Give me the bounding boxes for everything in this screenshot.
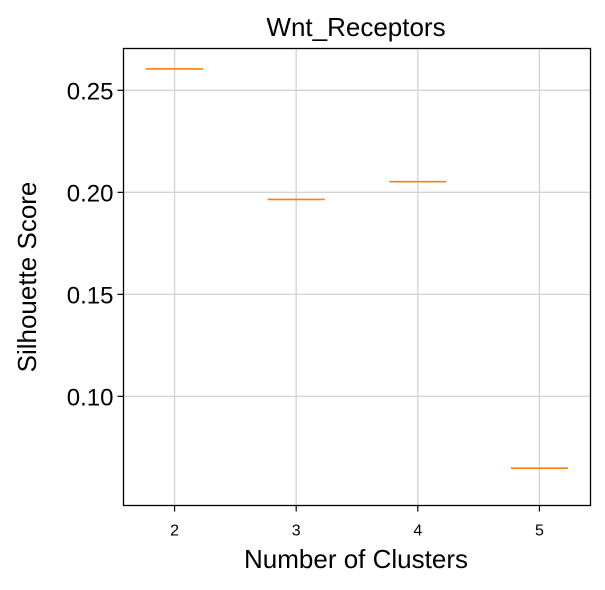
x-tick-label: 3 [292, 523, 301, 540]
y-tick-label: 0.20 [67, 180, 114, 207]
y-tick-label: 0.25 [67, 78, 114, 105]
y-tick-label: 0.10 [67, 384, 114, 411]
y-axis-label: Silhouette Score [12, 182, 42, 373]
x-tick-label: 5 [535, 523, 544, 540]
x-axis: 2 3 4 5 [170, 505, 544, 540]
median-lines [145, 68, 569, 469]
x-tick-label: 4 [413, 523, 422, 540]
x-axis-label: Number of Clusters [244, 544, 468, 574]
y-axis: 0.10 0.15 0.20 0.25 [67, 78, 124, 411]
chart-title: Wnt_Receptors [266, 12, 445, 42]
plot-frame [122, 47, 592, 507]
y-tick-label: 0.15 [67, 282, 114, 309]
x-tick-label: 2 [170, 523, 179, 540]
gridlines [123, 48, 591, 506]
